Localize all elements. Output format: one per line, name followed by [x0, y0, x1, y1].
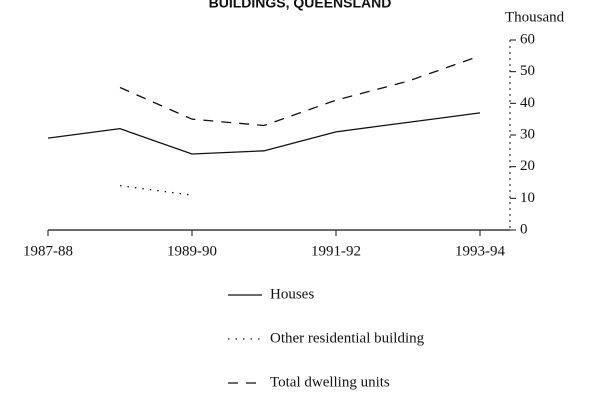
series-line: [119, 55, 481, 127]
legend-label: Total dwelling units: [270, 374, 390, 390]
y-tick-label: 50: [520, 63, 535, 79]
legend-label: Other residential building: [270, 330, 425, 346]
chart-title: BUILDINGS, QUEENSLAND: [209, 0, 392, 11]
y-tick-label: 30: [520, 126, 535, 142]
x-tick-label: 1991-92: [311, 243, 361, 259]
y-tick-label: 60: [520, 31, 535, 47]
series-line: [119, 185, 193, 196]
x-tick-label: 1987-88: [23, 243, 73, 259]
y-tick-label: 10: [520, 190, 535, 206]
x-tick-label: 1993-94: [455, 243, 505, 259]
x-tick-label: 1989-90: [167, 243, 217, 259]
y-axis-label: Thousand: [505, 9, 565, 25]
y-tick-label: 0: [520, 221, 528, 237]
y-tick-label: 40: [520, 95, 535, 111]
legend-label: Houses: [270, 286, 314, 302]
series-line: [47, 112, 481, 155]
y-tick-label: 20: [520, 158, 535, 174]
